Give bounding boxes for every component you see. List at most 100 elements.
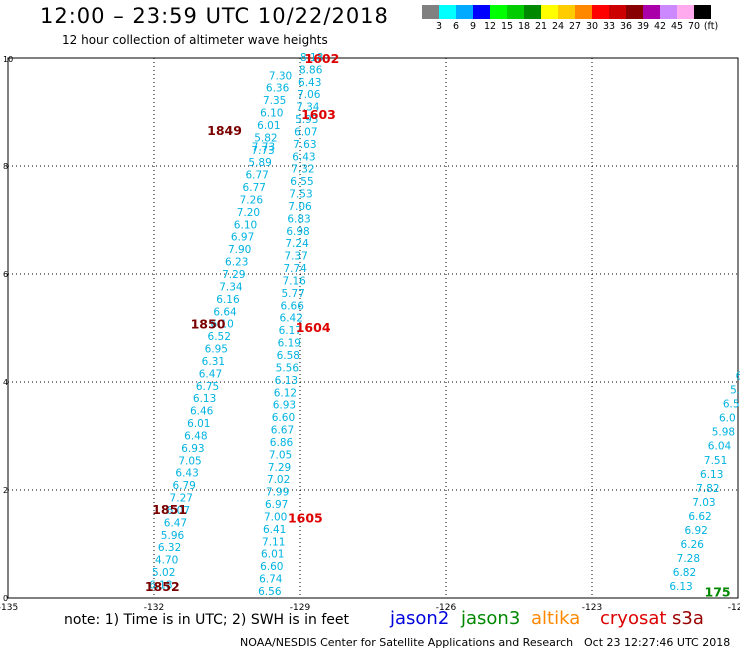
wave-height-value: 7.05 [178,455,201,467]
color-scale-label: 15 [500,21,514,32]
wave-height-value: 6.82 [673,567,696,579]
pass-time-label: 175 [705,585,731,600]
units-note: note: 1) Time is in UTC; 2) SWH is in fe… [64,612,350,628]
wave-height-value: 6.31 [202,356,225,368]
wave-height-value: 6.36 [266,83,290,95]
x-tick-label: -123 [582,603,602,613]
wave-height-value: 6.41 [263,524,286,536]
wave-height-value: 7.34 [296,102,320,114]
wave-height-value: 7.74 [283,263,307,275]
color-scale-label: 33 [602,21,616,32]
wave-height-value: 6.56 [258,586,282,598]
wave-height-value: 6.64 [213,306,237,318]
color-swatch [677,5,694,19]
color-swatch [694,5,711,19]
color-scale-label: 21 [534,21,548,32]
wave-height-value: 6.17 [279,325,302,337]
y-tick-label: 2 [3,486,8,495]
wave-height-value: 7.35 [263,95,286,107]
wave-height-value: 6.13 [275,375,298,387]
wave-height-value: 6.32 [158,542,181,554]
color-swatch [626,5,643,19]
pass-time-label: 1604 [296,320,331,335]
wave-height-value: 7.24 [285,238,309,250]
wave-height-value: 7.82 [696,483,719,495]
y-tick-label: 6 [3,270,8,279]
wave-height-value: 6.98 [286,226,309,238]
wave-height-value: 7.03 [692,497,715,509]
wave-height-value: 6.58 [277,350,300,362]
wave-height-value: 6.10 [234,219,257,231]
wave-height-value: 7.34 [219,281,243,293]
color-swatch [490,5,507,19]
x-tick-label: -126 [436,603,457,613]
color-scale-label: 3 [435,21,443,32]
wave-height-value: 6.19 [278,338,301,350]
pass-time-label: 1605 [288,511,323,526]
color-scale-label: 39 [636,21,650,32]
wave-height-value: 8.18 [300,52,323,64]
color-swatch [456,5,473,19]
x-tick-label: -135 [0,603,18,613]
wave-height-value: 7.16 [282,275,306,287]
wave-height-value: 6.10 [260,108,283,120]
color-scale-label: 12 [483,21,497,32]
wave-height-value: 7.02 [267,474,290,486]
wave-height-value: 6.48 [184,430,207,442]
y-tick-label: 0 [3,594,8,603]
credit-line: NOAA/NESDIS Center for Satellite Applica… [240,636,574,649]
wave-height-value: 5.89 [248,157,271,169]
color-scale-label: 42 [653,21,667,32]
wave-height-value: 6.97 [265,499,288,511]
y-tick-label: 8 [3,162,8,171]
x-tick-label: -129 [290,603,311,613]
wave-height-value: 5.96 [161,530,185,542]
wave-height-value: 6.55 [290,176,313,188]
wave-height-value: 6.95 [205,344,228,356]
wave-height-value: 6.5 [723,399,740,411]
legend-item: cryosat [600,608,667,629]
color-swatch [575,5,592,19]
wave-height-value: 7.73 [251,145,274,157]
wave-height-value: 6.92 [684,525,707,537]
color-scale-label: (ft) [703,21,719,32]
wave-height-value: 7.37 [284,251,307,263]
wave-height-value: 6.77 [243,182,266,194]
legend-item: altika [531,608,581,629]
wave-height-value: 6.75 [196,381,219,393]
color-scale-label: 45 [670,21,684,32]
wave-height-value: 6.01 [257,120,280,132]
wave-height-value: 7.27 [170,493,193,505]
color-swatch [558,5,575,19]
color-scale-bar [422,5,711,19]
wave-height-value: 6.60 [272,412,295,424]
wave-height-value: 8.86 [299,64,323,76]
wave-height-value: 6 [736,371,740,383]
wave-height-value: 6.83 [287,213,310,225]
color-swatch [643,5,660,19]
wave-height-value: 7.28 [677,553,700,565]
wave-height-value: 6.01 [187,418,210,430]
color-swatch [473,5,490,19]
wave-height-value: 6.43 [175,468,198,480]
color-swatch [660,5,677,19]
pass-time-label: 1851 [152,502,187,517]
wave-height-value: 5.02 [152,567,175,579]
color-swatch [507,5,524,19]
color-swatch [422,5,439,19]
wave-height-value: 7.06 [297,89,321,101]
wave-height-value: 6.16 [216,294,240,306]
color-scale-label: 9 [469,21,477,32]
color-swatch [524,5,541,19]
wave-height-value: 5.82 [254,132,277,144]
wave-height-value: 5.56 [276,362,300,374]
x-tick-label: -120 [728,603,740,613]
pass-time-label: 1849 [207,123,242,138]
wave-height-value: 6.86 [270,437,294,449]
x-tick-label: -132 [144,603,164,613]
color-scale-label: 24 [551,21,565,32]
wave-height-value: 7.05 [269,449,292,461]
wave-height-value: 6.04 [708,441,732,453]
wave-height-value: 7.51 [704,455,727,467]
